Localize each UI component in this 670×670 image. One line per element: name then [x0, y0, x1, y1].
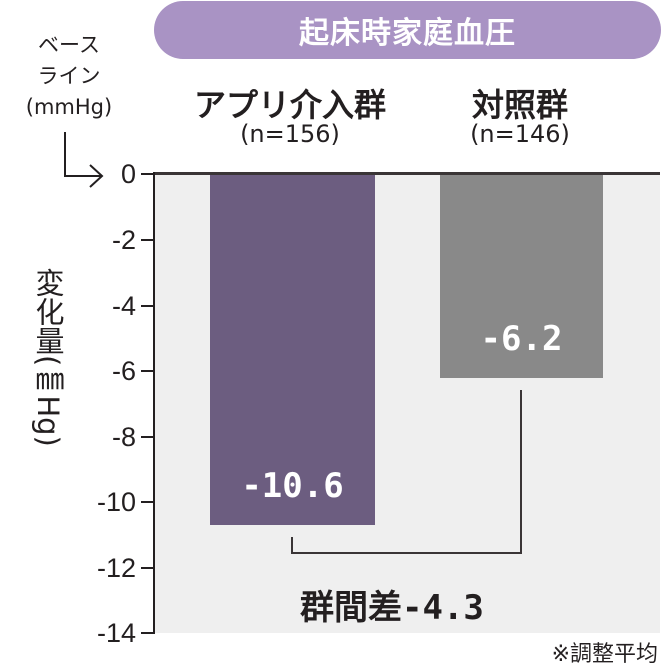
bar-control: -6.2 — [440, 174, 603, 378]
chart-title: 起床時家庭血圧 — [299, 16, 516, 51]
y-tick — [141, 173, 153, 175]
group-difference-value: -4.3 — [402, 588, 484, 628]
bar-value-control: -6.2 — [480, 319, 563, 359]
y-tick — [141, 239, 153, 241]
y-tick — [141, 305, 153, 307]
group-n-control: (n=146) — [470, 120, 570, 148]
y-tick — [141, 632, 153, 634]
y-tick — [141, 501, 153, 503]
baseline-label-line3: (mmHg) — [25, 95, 113, 119]
baseline-arrow-icon — [64, 132, 104, 188]
baseline-label: ベース ライン (mmHg) — [4, 30, 134, 123]
footnote: ※調整平均 — [551, 642, 658, 667]
group-label-intervention: アプリ介入群 — [193, 86, 386, 124]
y-tick-label: -2 — [111, 225, 136, 255]
y-tick-label: -4 — [111, 291, 136, 321]
y-tick-label: -10 — [96, 487, 136, 517]
y-tick — [141, 436, 153, 438]
bar-value-intervention: -10.6 — [241, 466, 344, 506]
baseline-label-line2: ライン — [37, 64, 101, 88]
y-tick-label: 0 — [120, 159, 136, 189]
y-tick-label: -14 — [96, 618, 136, 648]
bar-intervention: -10.6 — [210, 174, 375, 525]
y-tick-label: -6 — [111, 356, 136, 386]
difference-bracket — [291, 390, 522, 554]
y-tick-label: -8 — [111, 422, 136, 452]
y-axis-line — [153, 172, 155, 634]
y-axis-label: 変化量(㎜Hg) — [31, 268, 65, 447]
group-n-intervention: (n=156) — [240, 120, 340, 148]
chart-title-pill: 起床時家庭血圧 — [154, 1, 661, 59]
baseline-label-line1: ベース — [38, 33, 100, 57]
zero-line — [155, 172, 660, 175]
y-tick-label: -12 — [96, 553, 136, 583]
y-tick — [141, 370, 153, 372]
y-tick — [141, 567, 153, 569]
group-label-control: 対照群 — [471, 86, 568, 124]
group-difference: 群間差-4.3 — [300, 580, 484, 629]
group-difference-prefix: 群間差 — [300, 588, 402, 628]
